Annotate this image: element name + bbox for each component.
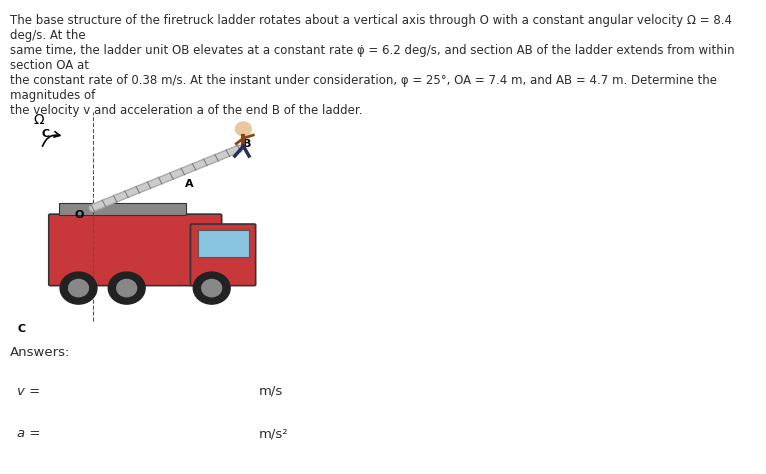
FancyBboxPatch shape <box>191 224 256 286</box>
Text: i: i <box>67 427 72 442</box>
Text: B: B <box>244 138 252 149</box>
Circle shape <box>235 122 251 136</box>
FancyBboxPatch shape <box>49 214 221 286</box>
Text: m/s²: m/s² <box>259 427 289 440</box>
Text: m/s: m/s <box>259 384 283 398</box>
Text: The base structure of the firetruck ladder rotates about a vertical axis through: The base structure of the firetruck ladd… <box>10 14 735 117</box>
Circle shape <box>60 272 97 304</box>
Text: O: O <box>75 210 84 220</box>
Circle shape <box>116 280 136 297</box>
Text: A: A <box>185 179 194 189</box>
Circle shape <box>108 272 145 304</box>
Text: v =: v = <box>17 384 40 398</box>
Text: a =: a = <box>17 427 41 440</box>
FancyBboxPatch shape <box>198 230 248 257</box>
Circle shape <box>193 272 230 304</box>
Circle shape <box>69 280 88 297</box>
Circle shape <box>201 280 221 297</box>
Bar <box>59 203 186 215</box>
Text: C: C <box>18 324 26 334</box>
Text: C: C <box>41 129 50 139</box>
Text: Answers:: Answers: <box>10 346 70 359</box>
Text: $\Omega$: $\Omega$ <box>33 113 45 127</box>
Text: i: i <box>67 384 72 400</box>
